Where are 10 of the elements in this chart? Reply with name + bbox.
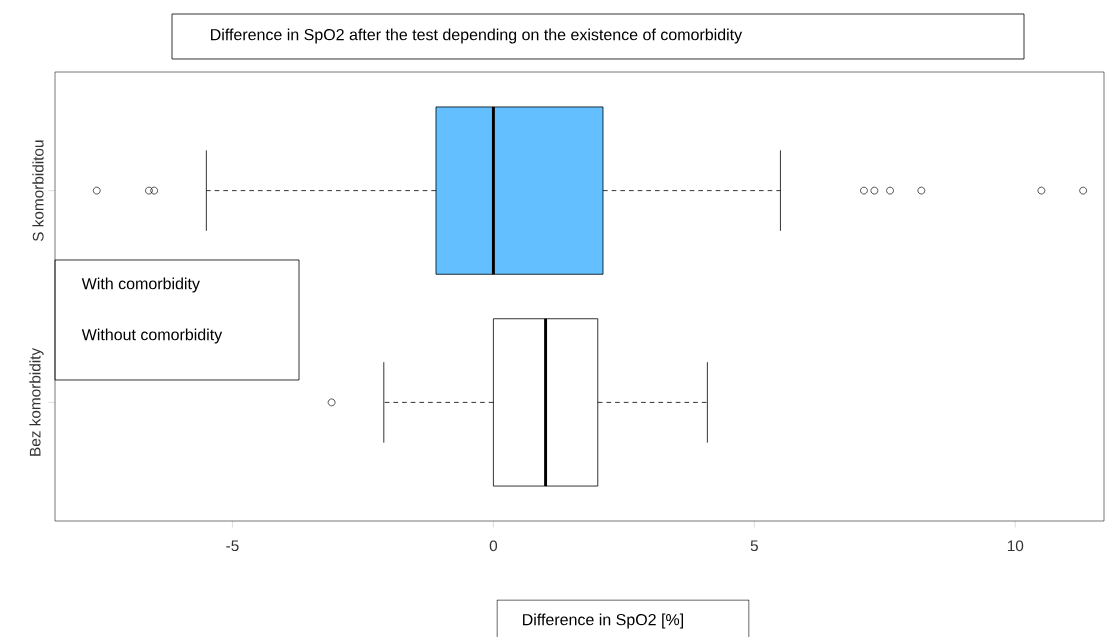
annotation: With comorbidity	[81, 277, 200, 293]
x-tick-label: 0	[489, 540, 498, 552]
chart-title: Difference in SpO2 after the test depending on the existence of comorbidity	[211, 28, 743, 44]
x-tick-label: -5	[226, 540, 239, 552]
x-tick-label: 5	[750, 540, 758, 552]
y-tick-label: S komorbiditou	[32, 140, 44, 242]
y-tick-label: Bez komorbidity	[29, 347, 44, 456]
x-axis-title: Difference in SpO2 [%]	[523, 613, 683, 629]
annotation: Without comorbidity	[81, 328, 223, 344]
x-tick-label: 10	[1007, 540, 1024, 552]
